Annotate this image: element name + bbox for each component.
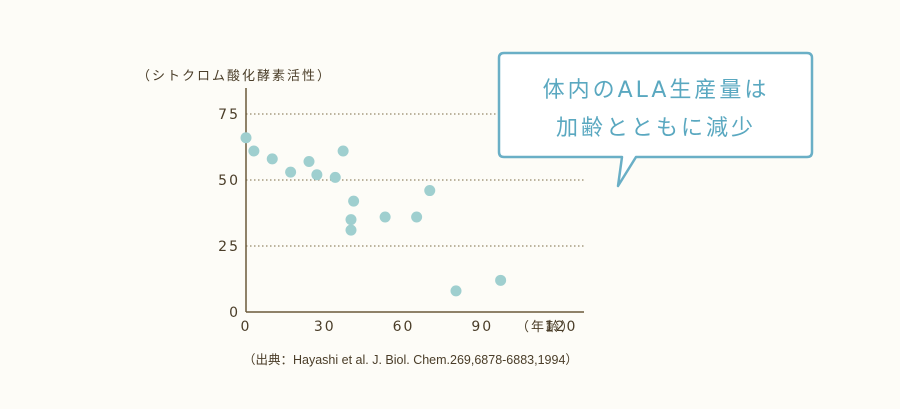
callout-outline [497,51,814,188]
data-point [303,156,315,168]
data-point [345,214,357,226]
grid-layer [246,113,584,247]
callout-bubble: 体内のALA生産量は 加齢とともに減少 [497,51,814,188]
x-tick-label: 30 [314,319,336,335]
y-tick-label: 25 [218,239,240,255]
data-point [266,153,278,165]
x-tick-label: 0 [241,319,252,335]
data-point [348,195,360,207]
y-tick-label: 75 [218,107,240,123]
data-point [329,171,341,183]
data-point [411,211,423,223]
data-point [424,185,436,197]
data-point [345,224,357,236]
axis-layer [245,88,584,313]
y-tick-label: 0 [229,305,240,321]
tick-layer: 0 25 50 75 0 30 60 90 120 [218,107,578,335]
x-tick-label: 90 [471,319,493,335]
point-layer [240,132,507,297]
callout-line-1: 体内のALA生産量は [543,78,770,103]
x-tick-label: 60 [393,319,415,335]
source-citation: （出典：Hayashi et al. J. Biol. Chem.269,687… [243,353,578,367]
y-axis-label: （シトクロム酸化酵素活性） [137,69,332,84]
y-tick-label: 50 [218,173,240,189]
data-point [248,145,260,157]
data-point [337,145,349,157]
data-point [450,285,462,297]
x-tick-label: 120 [545,319,578,335]
callout-line-2: 加齢とともに減少 [556,116,756,141]
data-point [379,211,391,223]
data-point [311,169,323,181]
data-point [240,132,252,144]
data-point [285,166,297,178]
data-point [495,274,507,286]
x-axis-label: （年齢） [516,320,576,335]
